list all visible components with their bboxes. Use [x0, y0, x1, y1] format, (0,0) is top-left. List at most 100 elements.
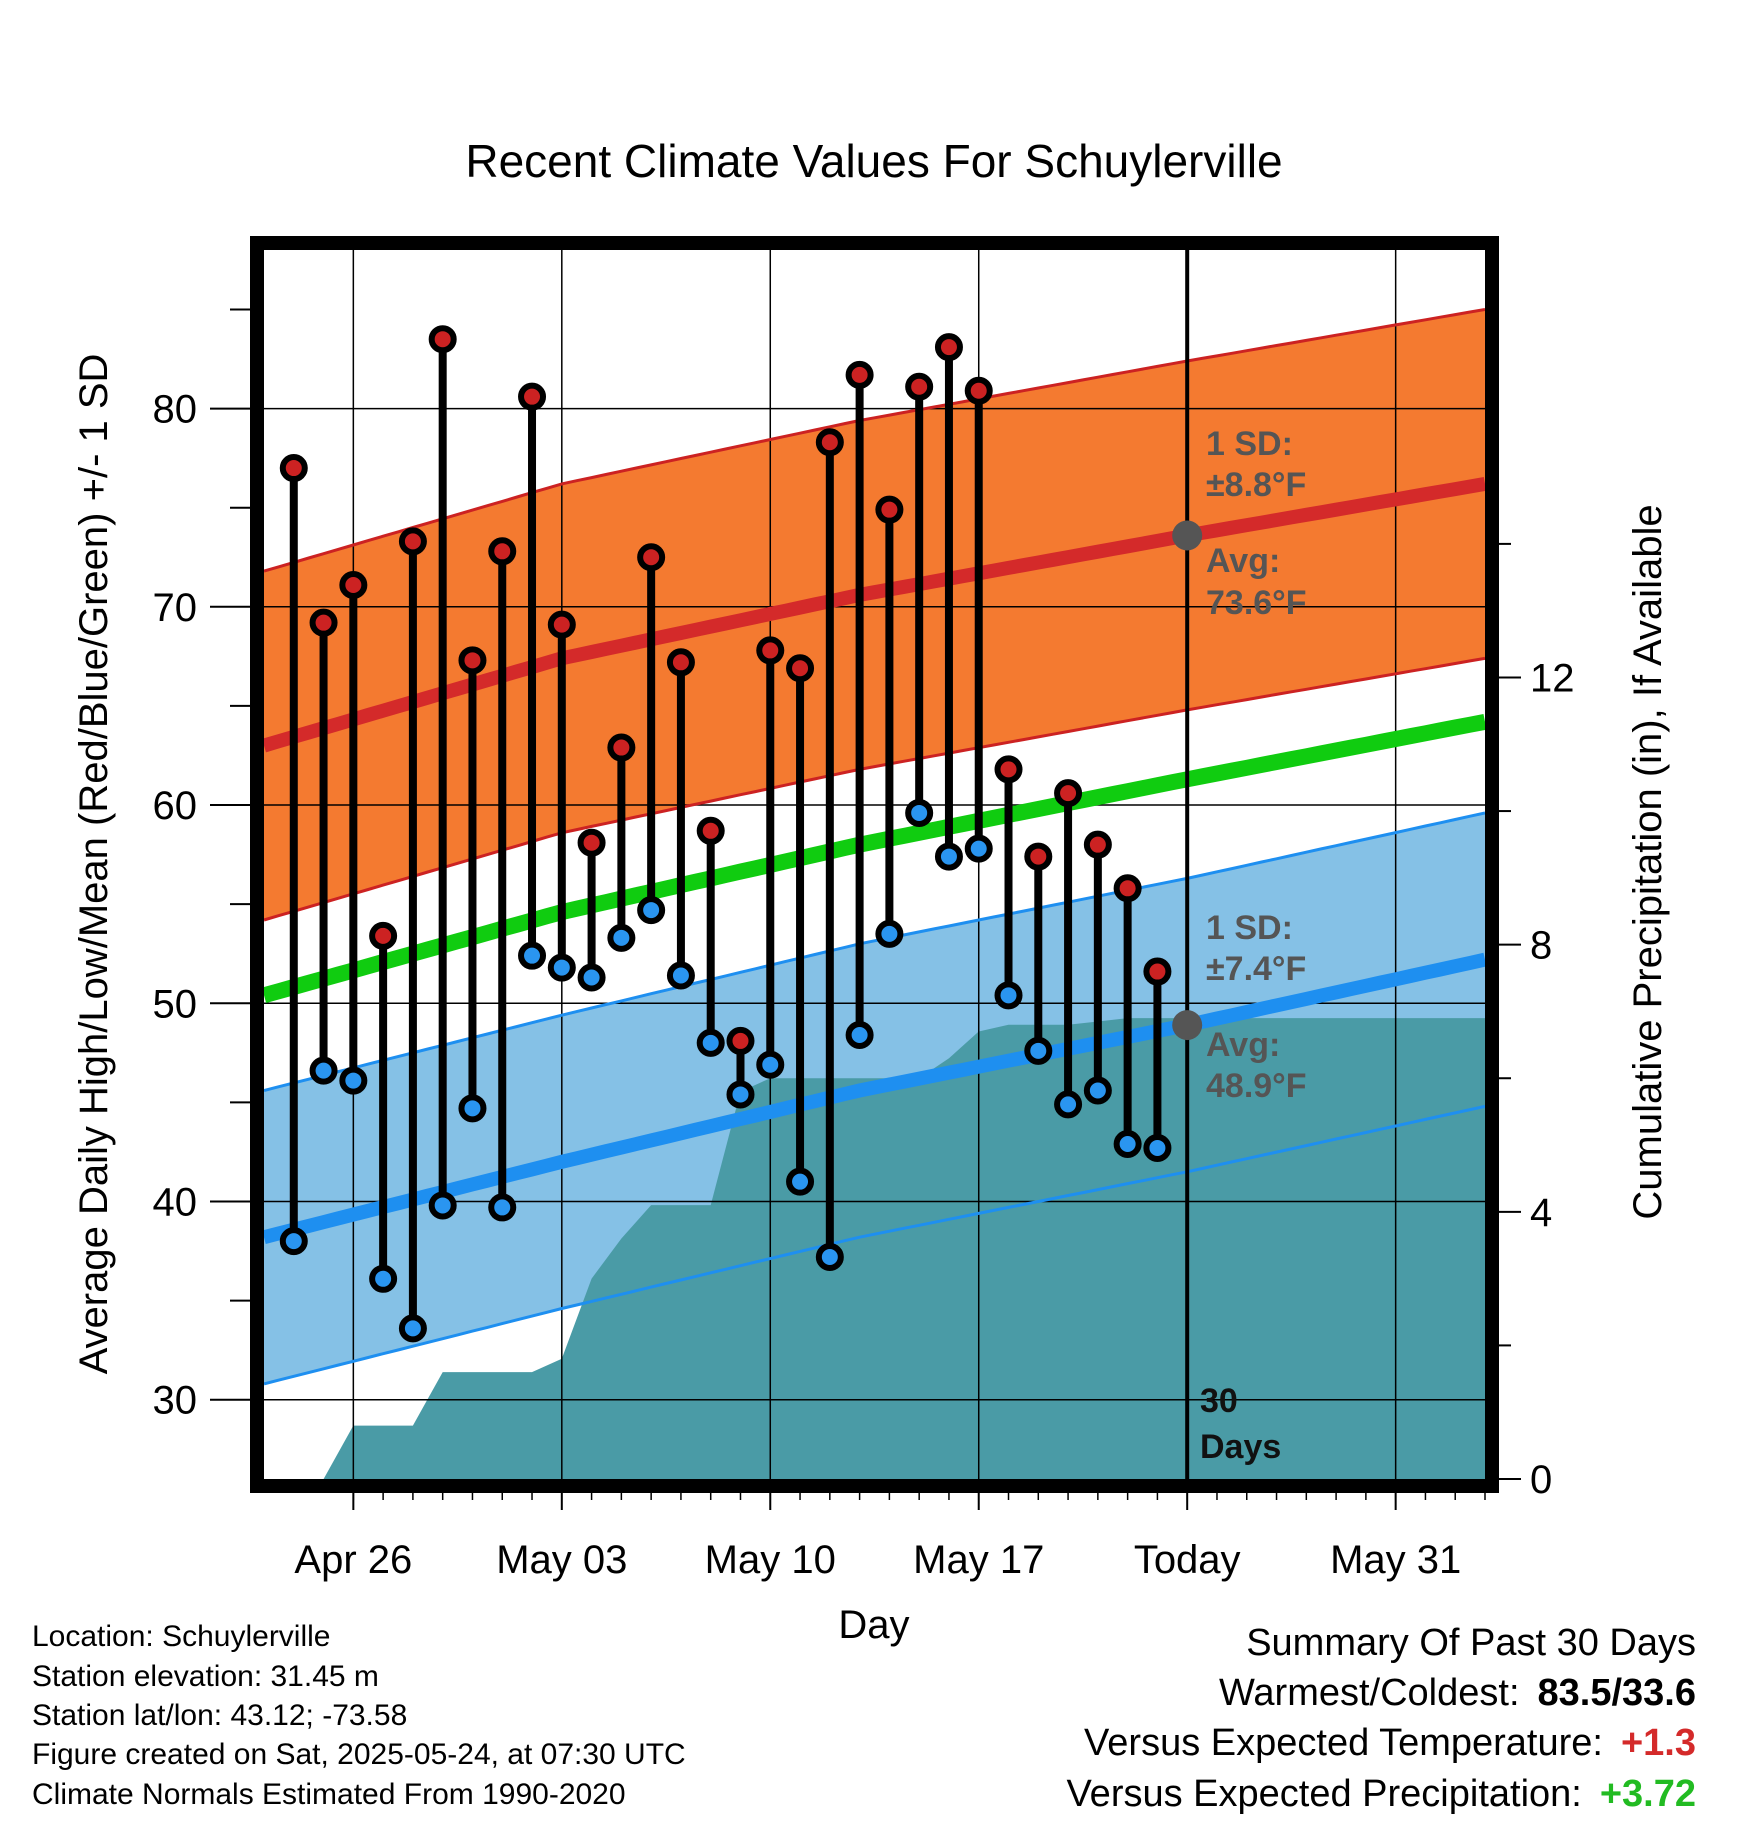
daily-low-point	[994, 981, 1023, 1010]
x-axis-title: Day	[838, 1603, 909, 1647]
daily-high-point	[607, 733, 636, 762]
daily-low-point	[547, 953, 576, 982]
daily-low-point	[756, 1050, 785, 1079]
daily-low-point	[607, 923, 636, 952]
daily-high-point	[756, 636, 785, 665]
x-tick-label: Apr 26	[294, 1538, 412, 1582]
mean-normal-line	[264, 713, 1485, 1004]
daily-high-point	[458, 646, 487, 675]
daily-low-point	[1054, 1090, 1083, 1119]
daily-low-point	[1113, 1129, 1142, 1158]
meta-normals: Climate Normals Estimated From 1990-2020	[32, 1778, 626, 1811]
low-sd-lower-edge	[264, 1104, 1485, 1386]
daily-high-point	[815, 428, 844, 457]
y-tick-label: 60	[153, 784, 198, 828]
meta-elevation: Station elevation: 31.45 m	[32, 1660, 379, 1693]
daily-low-point	[786, 1167, 815, 1196]
daily-high-point	[666, 648, 695, 677]
daily-high-point	[518, 382, 547, 411]
high-sd-band	[264, 309, 1485, 920]
x-tick-label: May 03	[496, 1538, 627, 1582]
daily-high-point	[934, 333, 963, 362]
daily-low-point	[398, 1314, 427, 1343]
daily-low-point	[488, 1193, 517, 1222]
daily-high-point	[845, 360, 874, 389]
daily-high-point	[398, 527, 427, 556]
daily-high-point	[875, 495, 904, 524]
x-tick-label: May 31	[1330, 1538, 1461, 1582]
y2-tick-label: 4	[1530, 1191, 1552, 1235]
daily-low-point	[279, 1227, 308, 1256]
daily-low-point	[309, 1056, 338, 1085]
daily-high-point	[488, 537, 517, 566]
y-axis-title: Average Daily High/Low/Mean (Red/Blue/Gr…	[72, 354, 116, 1375]
meta-created: Figure created on Sat, 2025-05-24, at 07…	[32, 1738, 686, 1771]
y2-tick-label: 0	[1530, 1458, 1552, 1502]
daily-high-point	[1083, 830, 1112, 859]
daily-low-point	[845, 1020, 874, 1049]
temp-value: +1.3	[1620, 1722, 1696, 1764]
low-normal-line	[264, 952, 1485, 1244]
x-tick-label: Today	[1134, 1538, 1241, 1582]
meta-location: Location: Schuylerville	[32, 1620, 331, 1653]
daily-high-point	[369, 921, 398, 950]
daily-low-point	[1083, 1076, 1112, 1105]
daily-high-point	[309, 608, 338, 637]
high-sd-value: ±8.8°F	[1206, 466, 1306, 504]
summary-warmest-coldest: Warmest/Coldest: 83.5/33.6	[1219, 1672, 1696, 1715]
y-tick-label: 70	[153, 586, 198, 630]
y2-axis-title: Cumulative Precipitation (in), If Availa…	[1626, 504, 1670, 1219]
daily-low-point	[1143, 1133, 1172, 1162]
high-normal-line	[264, 477, 1485, 753]
daily-low-point	[666, 961, 695, 990]
low-sd-value: ±7.4°F	[1206, 950, 1306, 988]
daily-low-point	[369, 1264, 398, 1293]
meta-latlon: Station lat/lon: 43.12; -73.58	[32, 1699, 408, 1732]
daily-high-point	[696, 816, 725, 845]
daily-high-point	[577, 828, 606, 857]
days-count-label: 30	[1200, 1382, 1238, 1420]
x-tick-label: May 17	[913, 1538, 1044, 1582]
summary-heading: Summary Of Past 30 Days	[1246, 1622, 1696, 1664]
high-sd-label: 1 SD:	[1206, 425, 1293, 463]
days-word-label: Days	[1200, 1428, 1281, 1466]
high-sd-upper-edge	[264, 308, 1485, 573]
daily-high-point	[339, 571, 368, 600]
low-avg-label: Avg:	[1206, 1026, 1280, 1064]
daily-high-point	[905, 372, 934, 401]
high-avg-value: 73.6°F	[1206, 584, 1307, 622]
daily-low-point	[726, 1080, 755, 1109]
daily-high-point	[1113, 874, 1142, 903]
low-avg-value: 48.9°F	[1206, 1067, 1307, 1105]
daily-high-point	[964, 376, 993, 405]
summary-precipitation: Versus Expected Precipitation: +3.72	[1066, 1773, 1696, 1816]
daily-low-point	[339, 1066, 368, 1095]
daily-high-point	[786, 654, 815, 683]
daily-high-point	[726, 1026, 755, 1055]
high-sd-lower-edge	[264, 656, 1485, 922]
y-tick-label: 40	[153, 1180, 198, 1224]
daily-low-point	[637, 896, 666, 925]
daily-high-point	[1143, 957, 1172, 986]
daily-low-point	[518, 941, 547, 970]
plot-frame	[250, 236, 1499, 1493]
daily-low-point	[1024, 1036, 1053, 1065]
warmest-coldest-label: Warmest/Coldest:	[1218, 1672, 1520, 1714]
daily-low-point	[905, 798, 934, 827]
precip-label: Versus Expected Precipitation:	[1066, 1773, 1582, 1815]
daily-low-point	[428, 1191, 457, 1220]
warmest-coldest-value: 83.5/33.6	[1537, 1672, 1696, 1714]
daily-high-point	[279, 454, 308, 483]
daily-high-point	[1024, 842, 1053, 871]
y2-tick-label: 12	[1530, 656, 1575, 700]
daily-high-point	[547, 610, 576, 639]
daily-high-point	[637, 543, 666, 572]
daily-low-point	[458, 1094, 487, 1123]
precipitation-area	[323, 1018, 1485, 1479]
y-tick-label: 80	[153, 388, 198, 432]
y2-tick-label: 8	[1530, 924, 1552, 968]
low-sd-label: 1 SD:	[1206, 909, 1293, 947]
low-sd-upper-edge	[264, 811, 1485, 1092]
daily-low-point	[964, 834, 993, 863]
